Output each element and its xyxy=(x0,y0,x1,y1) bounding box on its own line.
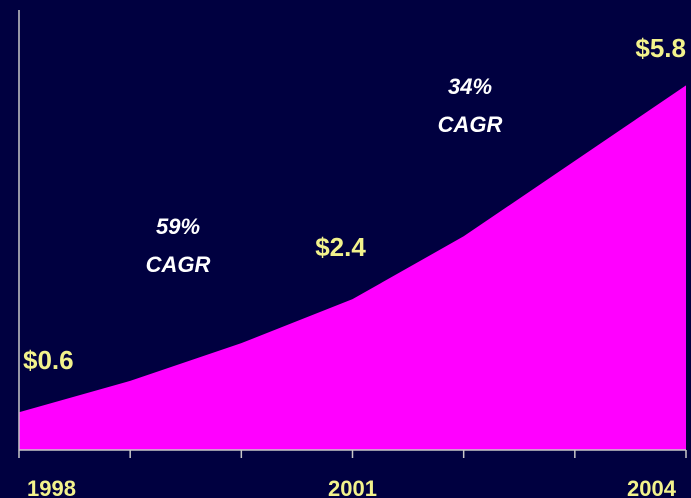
value-label: $5.8 xyxy=(635,33,686,63)
annotation: 34% xyxy=(448,74,492,99)
annotation: 59% xyxy=(156,214,200,239)
x-tick-label: 1998 xyxy=(27,476,76,498)
value-label: $0.6 xyxy=(23,345,74,375)
area xyxy=(19,85,686,450)
annotation: CAGR xyxy=(438,112,503,137)
value-label: $2.4 xyxy=(315,232,366,262)
x-tick-label: 2001 xyxy=(328,476,377,498)
x-tick-label: 2004 xyxy=(627,476,677,498)
annotation: CAGR xyxy=(146,252,211,277)
